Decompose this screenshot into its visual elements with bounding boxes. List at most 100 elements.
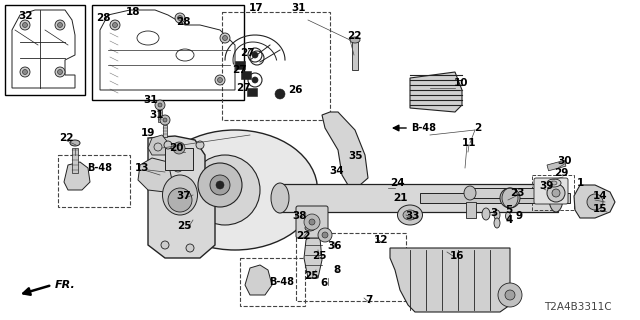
Ellipse shape [350,37,360,43]
Bar [420,193,570,203]
Text: 31: 31 [292,3,307,13]
Polygon shape [574,185,615,218]
Circle shape [177,15,182,20]
Circle shape [322,232,328,238]
Bar [175,155,181,165]
Circle shape [220,33,230,43]
Polygon shape [138,158,172,192]
Text: 26: 26 [288,85,302,95]
Text: 14: 14 [593,191,607,201]
Text: 25: 25 [177,221,191,231]
Text: 18: 18 [125,7,140,17]
Circle shape [20,67,30,77]
Ellipse shape [547,179,561,187]
Circle shape [58,22,63,28]
Ellipse shape [549,184,563,212]
Circle shape [218,77,223,83]
Bar [240,258,305,306]
Circle shape [113,22,118,28]
Text: 10: 10 [454,78,468,88]
Circle shape [505,290,515,300]
Circle shape [110,20,120,30]
Circle shape [168,188,192,212]
Text: 20: 20 [169,143,183,153]
Text: 15: 15 [593,204,607,214]
Text: 23: 23 [509,188,524,198]
Bar [466,202,476,218]
Circle shape [552,189,560,197]
Text: 27: 27 [236,83,250,93]
Text: 1: 1 [577,178,584,188]
Circle shape [216,181,224,189]
Text: 12: 12 [374,235,388,245]
Ellipse shape [152,130,317,250]
Circle shape [318,228,332,242]
Text: 37: 37 [177,191,191,201]
Bar [352,40,358,70]
Text: 7: 7 [365,295,372,305]
Circle shape [173,162,183,172]
Polygon shape [64,162,90,190]
Text: 11: 11 [461,138,476,148]
Circle shape [223,36,227,41]
Circle shape [22,69,28,75]
Text: 34: 34 [330,166,344,176]
Bar [72,148,78,173]
Circle shape [275,89,285,99]
Circle shape [215,75,225,85]
Polygon shape [148,136,215,258]
Ellipse shape [506,212,511,220]
Text: 22: 22 [347,31,361,41]
Circle shape [210,175,230,195]
Ellipse shape [482,208,490,220]
Circle shape [175,13,185,23]
Text: 29: 29 [554,168,568,178]
Circle shape [161,241,169,249]
Text: 38: 38 [292,211,307,221]
Ellipse shape [163,175,198,215]
Polygon shape [322,112,368,185]
Text: 6: 6 [321,278,328,288]
Polygon shape [304,238,322,278]
Text: 9: 9 [515,211,523,221]
Circle shape [58,69,63,75]
Circle shape [500,188,520,208]
Bar [5,5,85,95]
Text: 24: 24 [390,178,404,188]
Text: B-48: B-48 [269,277,294,287]
Circle shape [252,52,258,58]
Bar [278,184,558,212]
Text: 5: 5 [506,205,513,215]
Ellipse shape [464,186,476,200]
Text: 32: 32 [19,11,33,21]
Bar [58,155,130,207]
Ellipse shape [494,218,500,228]
FancyBboxPatch shape [534,178,568,204]
Text: 2: 2 [474,123,482,133]
Ellipse shape [403,210,417,220]
Ellipse shape [551,181,557,185]
Text: 19: 19 [141,128,155,138]
Bar [235,61,245,69]
Circle shape [55,67,65,77]
Text: 36: 36 [328,241,342,251]
Ellipse shape [190,155,260,225]
Polygon shape [410,72,462,112]
Text: 3: 3 [490,208,498,218]
Circle shape [498,283,522,307]
Bar [296,233,406,301]
Polygon shape [148,135,170,155]
Text: 16: 16 [450,251,464,261]
Bar [222,12,330,120]
Circle shape [20,20,30,30]
FancyBboxPatch shape [296,206,328,238]
Bar [163,125,167,137]
Text: 13: 13 [135,163,149,173]
Text: B-48: B-48 [87,163,112,173]
Circle shape [196,141,204,149]
Circle shape [163,118,167,122]
Ellipse shape [271,183,289,213]
Bar [158,110,162,122]
Text: 8: 8 [333,265,340,275]
Text: 27: 27 [232,65,246,75]
